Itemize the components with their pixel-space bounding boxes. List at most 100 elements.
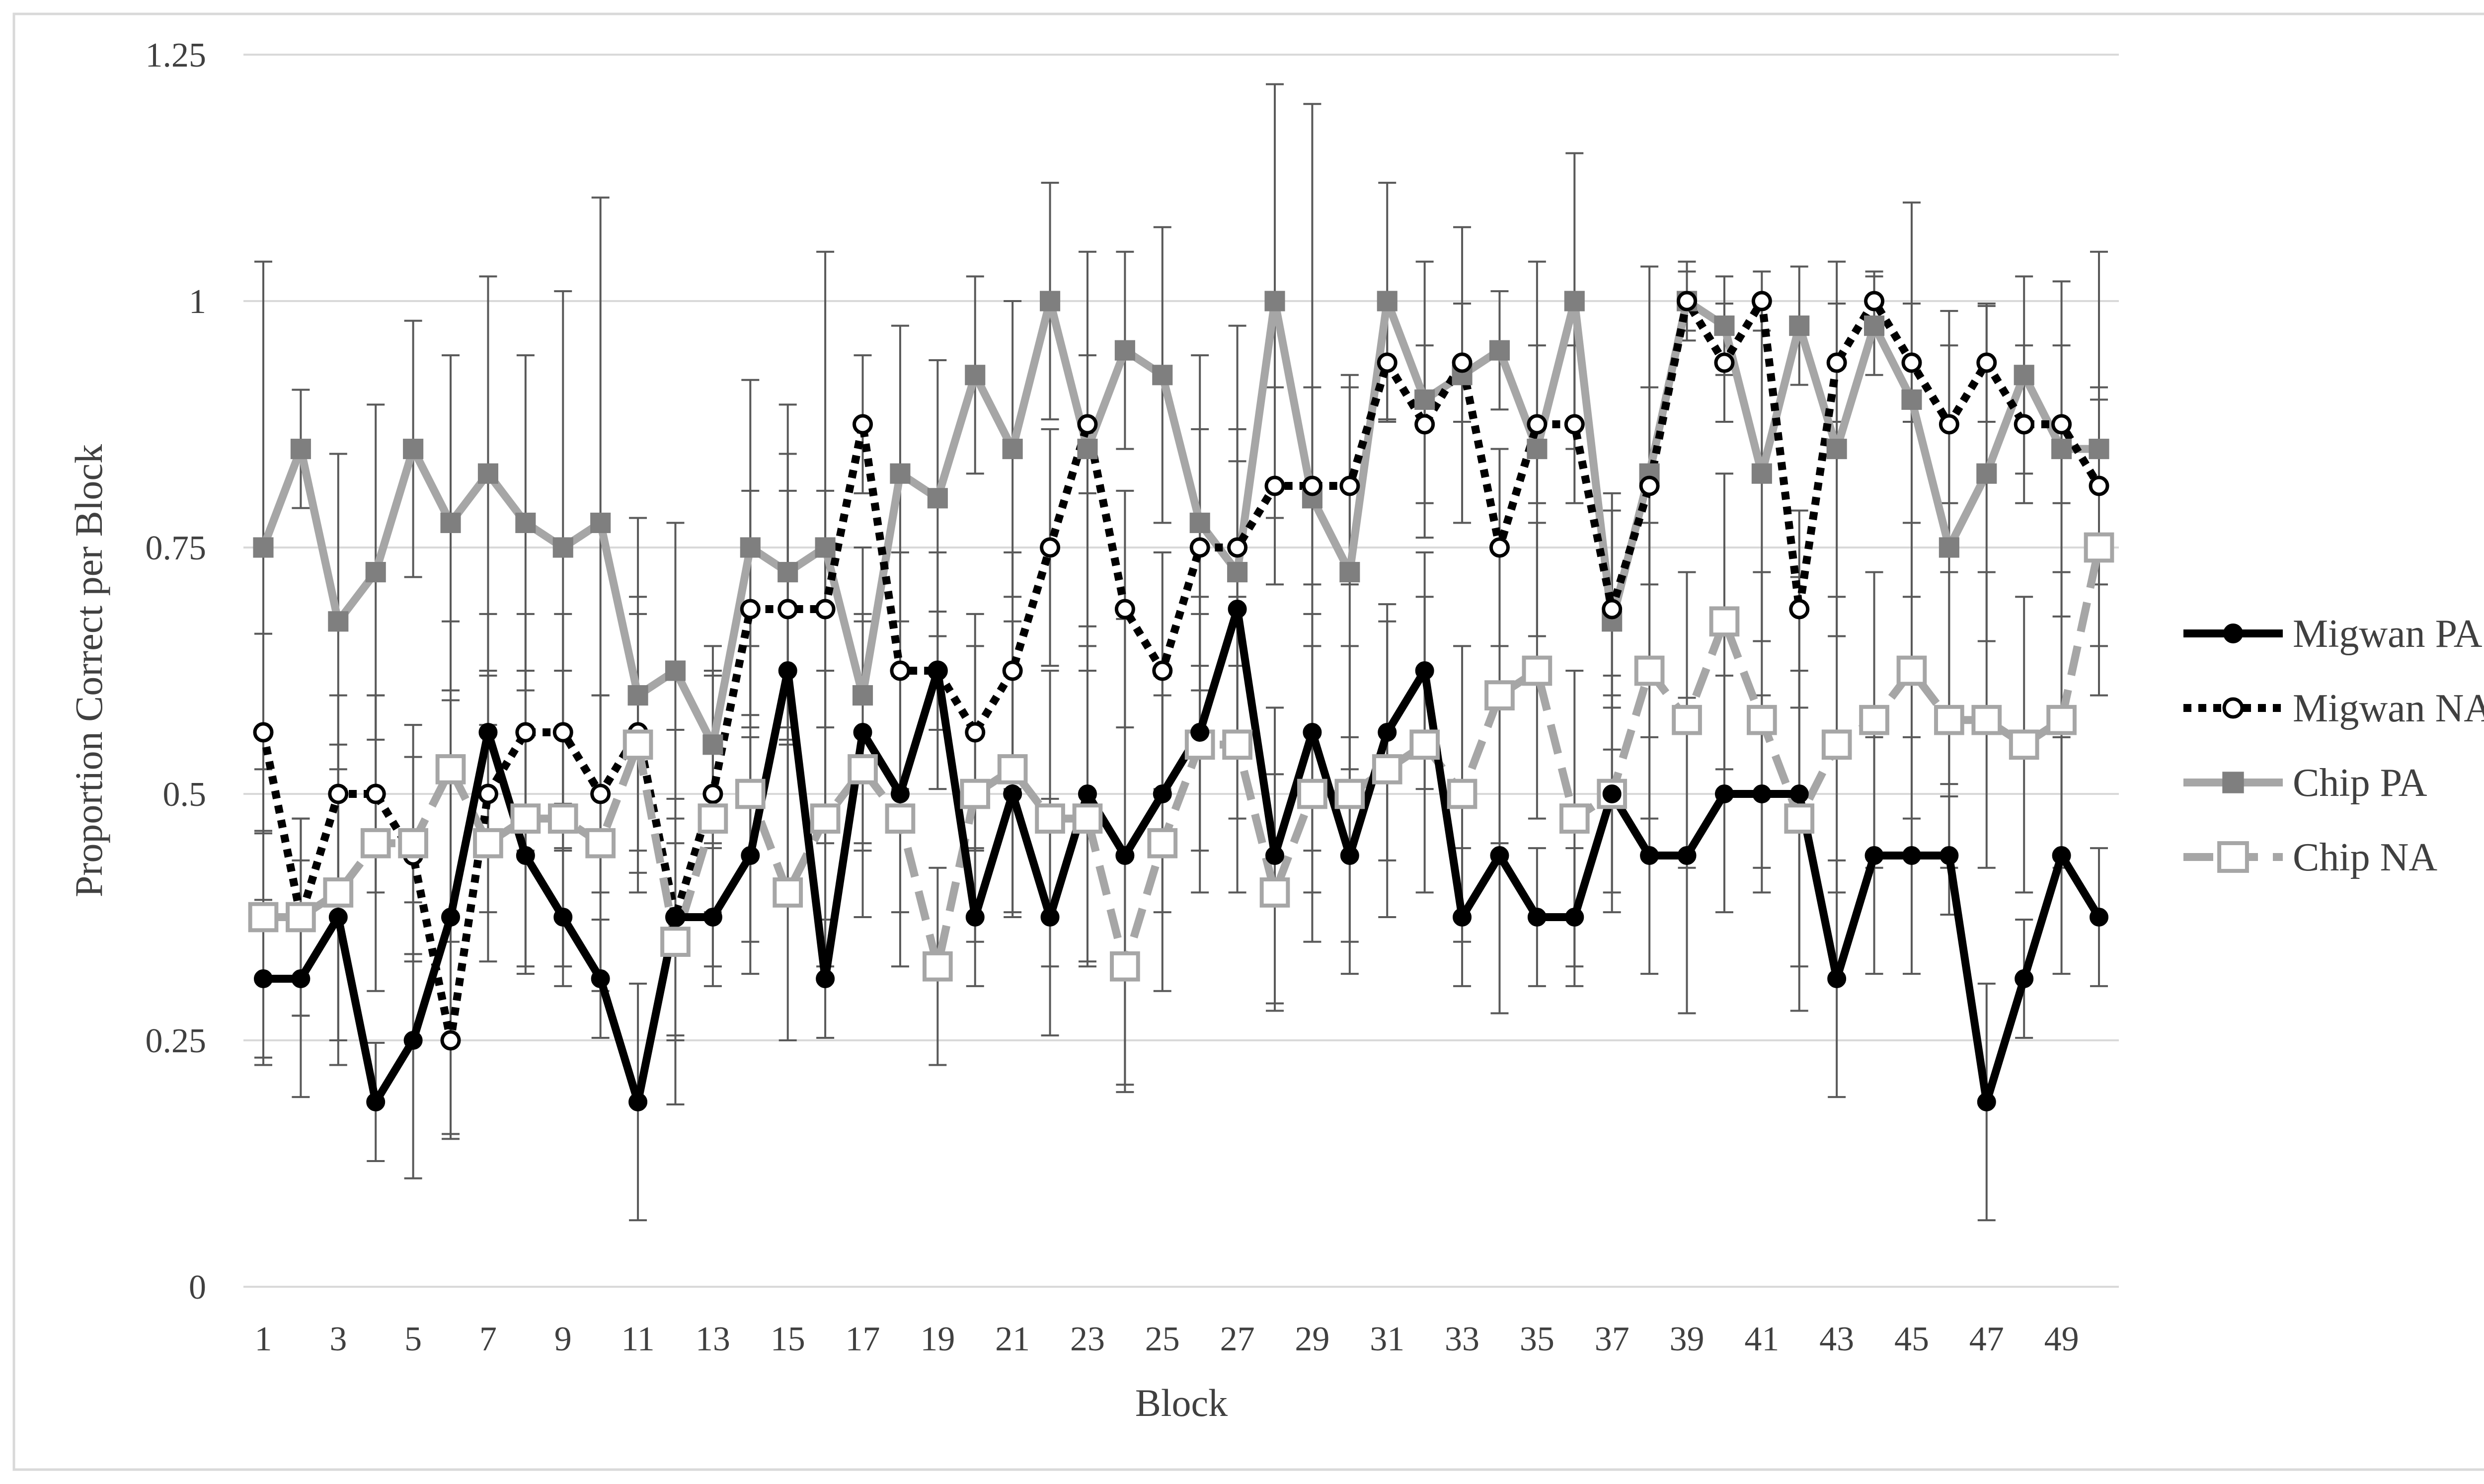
data-point-chip-na [810, 803, 841, 834]
data-point-migwan-pa [2052, 846, 2071, 865]
x-tick-label: 3 [329, 1320, 347, 1358]
legend-label-migwan-na: Migwan NA [2293, 687, 2484, 730]
data-point-chip-na [1934, 704, 1964, 735]
data-point-chip-na [848, 754, 878, 784]
data-point-migwan-pa [1415, 661, 1434, 680]
y-tick-label: 0 [189, 1268, 206, 1307]
data-point-migwan-na [1639, 475, 1660, 496]
data-point-migwan-na [965, 722, 986, 743]
data-point-chip-na [2009, 729, 2039, 760]
y-axis-title: Proportion Correct per Block [67, 444, 110, 897]
data-point-migwan-pa [1340, 846, 1359, 865]
data-point-chip-pa [1714, 315, 1735, 336]
data-point-chip-pa [590, 512, 611, 533]
legend-label-chip-na: Chip NA [2293, 836, 2437, 879]
data-point-chip-pa [1826, 439, 1847, 460]
data-point-migwan-pa [366, 1093, 386, 1111]
data-point-chip-pa [1264, 291, 1285, 312]
data-point-migwan-na [1677, 291, 1698, 312]
data-point-chip-na [997, 754, 1028, 784]
data-point-migwan-pa [441, 908, 461, 927]
data-point-migwan-na [1789, 599, 1810, 620]
x-tick-label: 43 [1819, 1320, 1854, 1358]
data-point-chip-pa [1152, 365, 1173, 386]
x-tick-label: 23 [1070, 1320, 1105, 1358]
data-point-chip-pa [927, 488, 948, 509]
data-point-migwan-na [440, 1030, 461, 1051]
legend-swatch-marker [2223, 624, 2243, 643]
x-tick-label: 37 [1595, 1320, 1630, 1358]
data-point-chip-pa [702, 734, 723, 755]
data-point-migwan-na [2014, 414, 2034, 435]
legend-swatch-marker [2222, 772, 2244, 793]
data-point-chip-na [1634, 655, 1665, 686]
data-point-migwan-pa [666, 908, 685, 927]
data-point-migwan-pa [1602, 784, 1622, 803]
data-point-migwan-pa [478, 723, 498, 742]
data-point-chip-pa [1227, 562, 1248, 583]
data-point-chip-na [286, 902, 316, 933]
data-point-chip-pa [965, 365, 986, 386]
data-point-chip-pa [852, 685, 873, 706]
data-point-migwan-pa [628, 1093, 648, 1111]
data-point-chip-pa [665, 660, 686, 681]
x-tick-label: 35 [1520, 1320, 1554, 1358]
y-tick-label: 1 [189, 283, 206, 321]
x-tick-label: 39 [1670, 1320, 1705, 1358]
data-point-migwan-pa [553, 908, 573, 927]
data-point-chip-pa [1114, 340, 1135, 361]
data-point-migwan-na [702, 783, 723, 804]
data-point-chip-na [2084, 532, 2114, 563]
data-point-migwan-na [1864, 291, 1885, 312]
data-point-chip-na [922, 951, 953, 982]
data-point-chip-pa [1414, 389, 1435, 410]
x-tick-label: 1 [255, 1320, 272, 1358]
x-tick-label: 33 [1445, 1320, 1479, 1358]
data-point-chip-na [1072, 803, 1103, 834]
data-point-chip-pa [1077, 439, 1098, 460]
data-point-migwan-na [1714, 352, 1735, 373]
data-point-chip-na [960, 779, 991, 809]
data-point-migwan-na [1564, 414, 1585, 435]
series-markers [248, 291, 2114, 1111]
data-point-chip-na [1784, 803, 1815, 834]
legend: Migwan PA Migwan NA Chip PA Chip NA [2183, 612, 2484, 879]
x-tick-label: 41 [1744, 1320, 1779, 1358]
data-point-chip-pa [2051, 439, 2072, 460]
data-point-migwan-pa [965, 908, 985, 927]
data-point-migwan-pa [1453, 908, 1472, 927]
data-point-migwan-pa [2090, 908, 2108, 927]
data-point-chip-na [1859, 704, 1889, 735]
data-point-migwan-na [1452, 352, 1473, 373]
data-point-chip-na [248, 902, 279, 933]
x-axis-title: Block [1135, 1381, 1228, 1424]
data-point-migwan-na [1377, 352, 1397, 373]
data-point-migwan-na [2089, 475, 2109, 496]
data-point-chip-pa [552, 537, 573, 558]
x-tick-label: 11 [621, 1320, 654, 1358]
data-point-chip-pa [365, 562, 386, 583]
data-point-migwan-pa [1490, 846, 1509, 865]
data-point-migwan-pa [2015, 969, 2034, 988]
data-point-chip-pa [2014, 365, 2034, 386]
data-point-migwan-pa [1190, 723, 1210, 742]
x-tick-label: 13 [696, 1320, 730, 1358]
data-point-chip-pa [440, 512, 461, 533]
data-point-migwan-pa [291, 969, 310, 988]
data-point-migwan-pa [778, 661, 797, 680]
data-point-migwan-pa [1003, 784, 1022, 803]
data-point-chip-na [1709, 606, 1740, 637]
data-point-migwan-pa [1714, 784, 1734, 803]
data-point-migwan-pa [328, 908, 348, 927]
data-point-chip-na [1409, 729, 1440, 760]
data-point-chip-na [585, 828, 616, 859]
data-point-chip-na [1821, 729, 1852, 760]
data-point-chip-pa [890, 463, 911, 484]
data-point-migwan-pa [928, 661, 947, 680]
data-point-migwan-pa [1677, 846, 1697, 865]
data-point-chip-pa [1789, 315, 1810, 336]
data-point-chip-na [1297, 779, 1327, 809]
data-point-migwan-na [1901, 352, 1922, 373]
data-point-chip-pa [477, 463, 498, 484]
